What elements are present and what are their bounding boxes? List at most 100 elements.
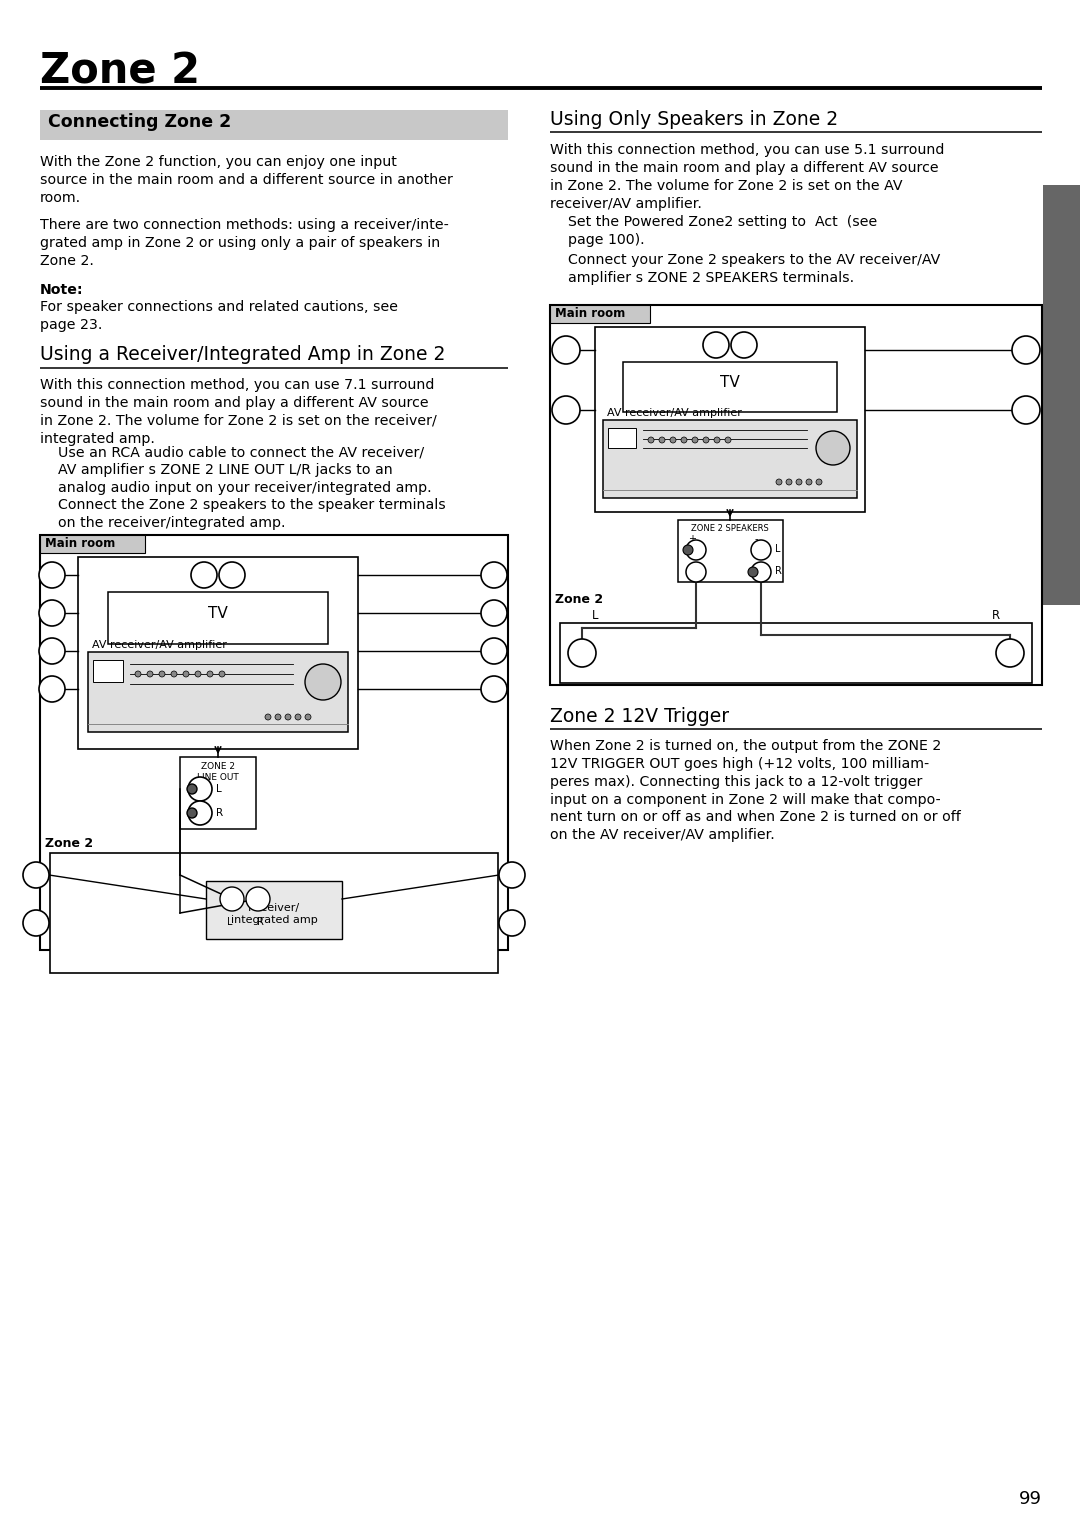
Circle shape: [147, 671, 153, 678]
Text: Connect your Zone 2 speakers to the AV receiver/AV
amplifier s ZONE 2 SPEAKERS t: Connect your Zone 2 speakers to the AV r…: [568, 253, 941, 285]
Text: With the Zone 2 function, you can enjoy one input
source in the main room and a : With the Zone 2 function, you can enjoy …: [40, 156, 453, 204]
Text: For speaker connections and related cautions, see
page 23.: For speaker connections and related caut…: [40, 301, 399, 331]
Circle shape: [188, 777, 212, 801]
Bar: [40, 110, 508, 140]
Text: ZONE 2
LINE OUT: ZONE 2 LINE OUT: [198, 761, 239, 783]
Circle shape: [683, 545, 693, 555]
Circle shape: [39, 562, 65, 588]
Text: Using Only Speakers in Zone 2: Using Only Speakers in Zone 2: [550, 110, 838, 130]
Text: L: L: [592, 609, 598, 623]
Bar: [623, 362, 837, 412]
Circle shape: [39, 600, 65, 626]
Text: With this connection method, you can use 7.1 surround
sound in the main room and: With this connection method, you can use…: [40, 378, 436, 446]
Circle shape: [183, 671, 189, 678]
Bar: [40, 536, 145, 552]
Bar: [93, 661, 123, 682]
Circle shape: [171, 671, 177, 678]
Circle shape: [996, 639, 1024, 667]
Circle shape: [481, 638, 507, 664]
Circle shape: [552, 397, 580, 424]
Text: L: L: [775, 543, 781, 554]
Circle shape: [681, 436, 687, 443]
Text: AV receiver/AV amplifier: AV receiver/AV amplifier: [607, 407, 742, 418]
Bar: [180, 757, 256, 829]
Circle shape: [686, 540, 706, 560]
Circle shape: [816, 430, 850, 465]
Circle shape: [246, 887, 270, 911]
Circle shape: [135, 671, 141, 678]
Circle shape: [159, 671, 165, 678]
Circle shape: [481, 676, 507, 702]
Text: Connecting Zone 2: Connecting Zone 2: [48, 113, 231, 131]
Circle shape: [207, 671, 213, 678]
Text: R: R: [216, 807, 224, 818]
Circle shape: [725, 436, 731, 443]
Text: R: R: [775, 566, 782, 575]
Circle shape: [219, 562, 245, 588]
Circle shape: [686, 562, 706, 581]
Bar: [1043, 185, 1080, 604]
Bar: [550, 305, 1042, 685]
Circle shape: [714, 436, 720, 443]
Text: -: -: [755, 534, 758, 543]
Circle shape: [751, 540, 771, 560]
Bar: [678, 520, 783, 581]
Text: Zone 2: Zone 2: [555, 594, 603, 606]
Circle shape: [777, 479, 782, 485]
Circle shape: [499, 909, 525, 935]
Text: AV receiver/AV amplifier: AV receiver/AV amplifier: [92, 639, 227, 650]
Circle shape: [568, 639, 596, 667]
Text: Receiver/
integrated amp: Receiver/ integrated amp: [231, 903, 318, 925]
Bar: [78, 557, 357, 749]
Text: 99: 99: [1020, 1489, 1042, 1508]
Text: Zone 2: Zone 2: [45, 836, 93, 850]
Circle shape: [275, 714, 281, 720]
Text: Use an RCA audio cable to connect the AV receiver/
AV amplifier s ZONE 2 LINE OU: Use an RCA audio cable to connect the AV…: [58, 446, 432, 494]
Circle shape: [670, 436, 676, 443]
Text: Set the Powered Zone2 setting to  Act  (see
page 100).: Set the Powered Zone2 setting to Act (se…: [568, 215, 877, 247]
Bar: [40, 536, 508, 951]
Circle shape: [703, 436, 708, 443]
Circle shape: [219, 671, 225, 678]
Circle shape: [692, 436, 698, 443]
Circle shape: [499, 862, 525, 888]
Circle shape: [751, 562, 771, 581]
Circle shape: [481, 600, 507, 626]
Text: Using a Receiver/Integrated Amp in Zone 2: Using a Receiver/Integrated Amp in Zone …: [40, 345, 445, 365]
Circle shape: [659, 436, 665, 443]
Circle shape: [265, 714, 271, 720]
Text: TV: TV: [208, 606, 228, 621]
Text: ZONE 2 SPEAKERS: ZONE 2 SPEAKERS: [691, 523, 769, 533]
Circle shape: [816, 479, 822, 485]
Circle shape: [39, 638, 65, 664]
Circle shape: [796, 479, 802, 485]
Circle shape: [731, 333, 757, 359]
Text: +: +: [688, 562, 696, 572]
Text: When Zone 2 is turned on, the output from the ZONE 2
12V TRIGGER OUT goes high (: When Zone 2 is turned on, the output fro…: [550, 739, 961, 842]
Text: R: R: [257, 917, 264, 926]
Circle shape: [806, 479, 812, 485]
Text: There are two connection methods: using a receiver/inte-
grated amp in Zone 2 or: There are two connection methods: using …: [40, 218, 449, 267]
Text: TV: TV: [720, 375, 740, 391]
Circle shape: [552, 336, 580, 365]
Circle shape: [295, 714, 301, 720]
Circle shape: [39, 676, 65, 702]
Circle shape: [285, 714, 291, 720]
Text: R: R: [993, 609, 1000, 623]
Text: With this connection method, you can use 5.1 surround
sound in the main room and: With this connection method, you can use…: [550, 143, 944, 211]
Circle shape: [187, 807, 197, 818]
Circle shape: [23, 862, 49, 888]
Circle shape: [1012, 336, 1040, 365]
Text: -: -: [755, 562, 758, 572]
Circle shape: [703, 333, 729, 359]
Text: Zone 2 12V Trigger: Zone 2 12V Trigger: [550, 707, 729, 726]
Bar: [603, 420, 858, 497]
Circle shape: [786, 479, 792, 485]
Text: Connect the Zone 2 speakers to the speaker terminals
on the receiver/integrated : Connect the Zone 2 speakers to the speak…: [58, 497, 446, 530]
Circle shape: [481, 562, 507, 588]
Bar: [50, 853, 498, 974]
Circle shape: [187, 784, 197, 794]
Text: +: +: [688, 534, 696, 543]
Text: Note:: Note:: [40, 282, 83, 298]
Bar: [87, 652, 348, 732]
